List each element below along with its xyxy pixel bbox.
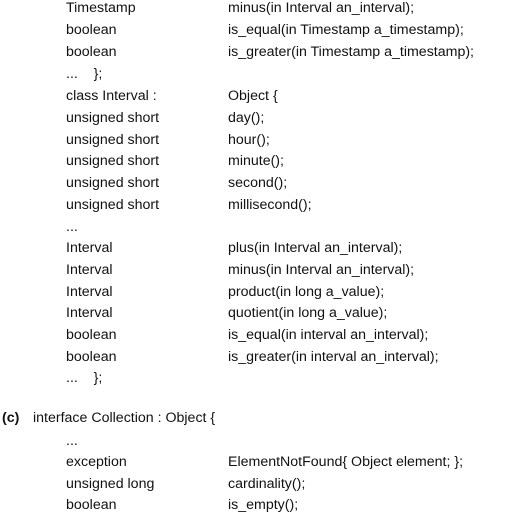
type-column: ... bbox=[66, 219, 78, 235]
type-column: Timestamp bbox=[66, 0, 136, 16]
declaration-column: day(); bbox=[228, 110, 265, 126]
type-column: Interval bbox=[66, 262, 113, 278]
type-column: boolean bbox=[66, 44, 117, 60]
type-column: boolean bbox=[66, 349, 117, 365]
declaration-column: minus(in Interval an_interval); bbox=[228, 262, 415, 278]
type-column: exception bbox=[66, 454, 127, 470]
type-column: unsigned short bbox=[66, 153, 160, 169]
declaration-column: product(in long a_value); bbox=[228, 284, 385, 300]
declaration-column: second(); bbox=[228, 175, 288, 191]
type-column: unsigned long bbox=[66, 476, 155, 492]
declaration-column: ElementNotFound{ Object element; }; bbox=[228, 454, 464, 470]
type-column: unsigned short bbox=[66, 110, 160, 126]
type-column: boolean bbox=[66, 22, 117, 38]
type-column: class Interval : bbox=[66, 88, 157, 104]
declaration-column: plus(in Interval an_interval); bbox=[228, 240, 403, 256]
declaration-column: millisecond(); bbox=[228, 197, 312, 213]
type-column: ... bbox=[66, 433, 78, 449]
declaration-column: minute(); bbox=[228, 153, 284, 169]
type-column: Interval bbox=[66, 240, 113, 256]
type-column: ... }; bbox=[66, 370, 103, 386]
type-column: boolean bbox=[66, 327, 117, 343]
section-label: (c) bbox=[2, 410, 20, 426]
type-column: unsigned short bbox=[66, 132, 160, 148]
declaration-column: cardinality(); bbox=[228, 476, 306, 492]
type-column: Interval bbox=[66, 284, 113, 300]
declaration-column: hour(); bbox=[228, 132, 270, 148]
type-column: unsigned short bbox=[66, 197, 160, 213]
declaration-column: is_equal(in Timestamp a_timestamp); bbox=[228, 22, 464, 38]
interface-declaration: interface Collection : Object { bbox=[33, 410, 216, 426]
declaration-column: Object { bbox=[228, 88, 278, 104]
declaration-column: is_greater(in Timestamp a_timestamp); bbox=[228, 44, 475, 60]
declaration-column: minus(in Interval an_interval); bbox=[228, 0, 415, 16]
type-column: boolean bbox=[66, 497, 117, 513]
declaration-column: is_empty(); bbox=[228, 497, 299, 513]
type-column: unsigned short bbox=[66, 175, 160, 191]
declaration-column: is_equal(in interval an_interval); bbox=[228, 327, 429, 343]
declaration-column: quotient(in long a_value); bbox=[228, 305, 388, 321]
type-column: Interval bbox=[66, 305, 113, 321]
declaration-column: is_greater(in interval an_interval); bbox=[228, 349, 439, 365]
type-column: ... }; bbox=[66, 66, 103, 82]
